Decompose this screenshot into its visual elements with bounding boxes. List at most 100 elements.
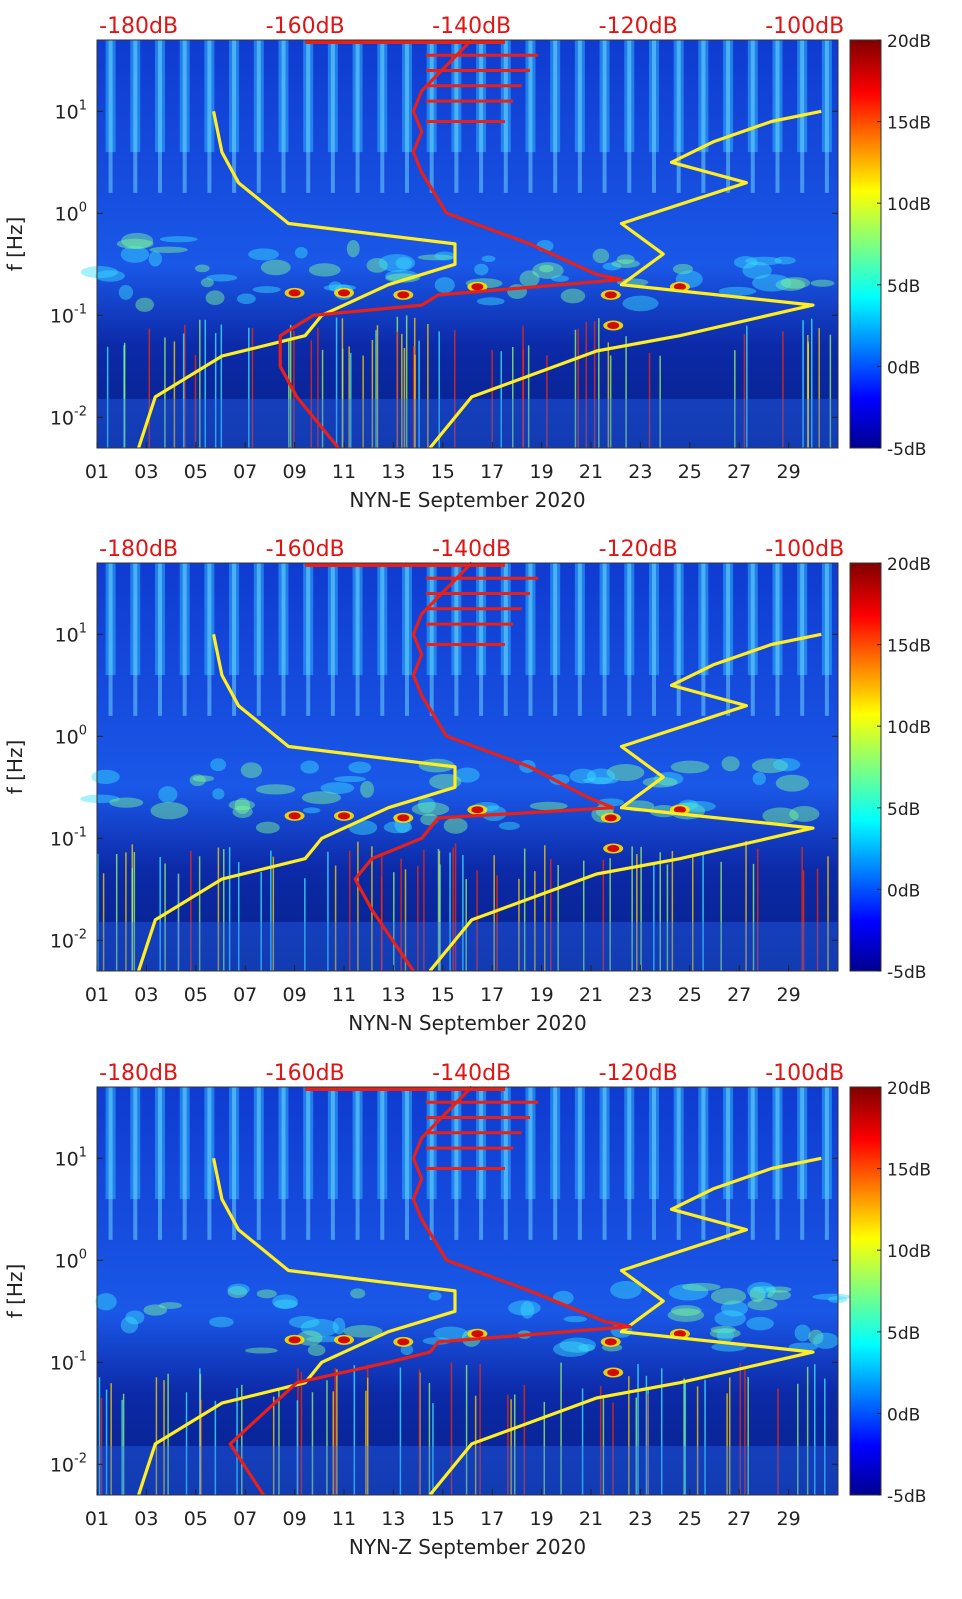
panel-nyn-n: 10-2 10-1 100 101 01 03 05 07 09 11 13 15 17 19 21 23 25… [3,537,931,1035]
transient-spike [818,328,820,448]
y-tick-label: 100 [55,200,87,225]
stripe-core [479,40,484,193]
transient-spike [348,346,350,448]
transient-spike [375,330,377,448]
stripe-core [182,1087,187,1240]
microseism-patch [751,758,789,774]
transient-spike [399,1367,402,1495]
transient-spike [190,850,192,971]
transient-spike [334,1367,336,1495]
stripe-core [108,40,113,193]
stripe-core [775,1087,780,1240]
transient-spike [115,853,118,971]
transient-spike [248,327,250,448]
transient-spike [336,1369,338,1495]
stripe-core [627,1087,632,1240]
stripe [821,563,832,676]
stripe [130,1087,141,1200]
microseism-patch [260,259,291,276]
transient-spike [734,350,736,448]
microseism-patch [611,259,640,268]
microseism-patch [125,1310,145,1325]
transient-spike [198,856,201,971]
transient-spike [602,1397,605,1495]
microseism-hotspot-core [288,812,301,820]
stripe-core [207,1087,212,1240]
stripe [476,40,487,153]
microseism-patch [592,248,610,264]
stripe [352,40,363,153]
colorbar-tick-label: 20dB [887,1079,931,1099]
stripe [821,1087,832,1200]
x-tick-label: 17 [480,461,504,483]
stripe [797,563,808,676]
microseism-hotspot-core [673,283,686,291]
stripe-core [133,40,138,193]
transient-spike [636,854,638,971]
stripe [130,563,141,676]
stripe-core [627,563,632,716]
stripe-core [133,1087,138,1240]
stripe [426,40,437,153]
x-tick-label: 05 [184,461,208,483]
transient-spike [403,348,406,448]
stripe-core [454,1087,459,1240]
transient-spike [811,318,813,448]
microseism-patch [569,768,597,784]
y-tick-label: 10-2 [50,404,87,429]
colorbar-tick-label: -5dB [887,440,926,460]
x-tick-label: 01 [85,461,109,483]
transient-spike [507,1394,509,1495]
x-tick-label: 13 [381,1508,405,1530]
transient-spike [122,1393,125,1495]
transient-spike [321,349,324,448]
transient-spike [647,1393,649,1495]
microseism-patch [378,254,416,272]
microseism-patch [752,274,792,292]
microseism-patch [529,801,568,811]
stripe [574,40,585,153]
microseism-patch [742,261,772,280]
microseism-patch [200,278,214,288]
stripe-core [404,40,409,193]
microseism-patch [481,255,496,263]
microseism-patch [749,1286,766,1303]
red-median-psd-line [353,561,615,972]
stripe-core [330,1087,335,1240]
transient-spike [350,352,352,448]
transient-spike [371,339,374,448]
x-tick-label: 13 [381,984,405,1006]
stripe [723,40,734,153]
microseism-patch [602,262,622,271]
low-frequency-spikes [98,1362,826,1495]
stripe [772,40,783,153]
stripe [327,1087,338,1200]
stripe [352,563,363,676]
stripe-core [256,563,261,716]
colorbar-tick-label: 20dB [887,555,931,575]
stripe [229,563,240,676]
microseism-patch [616,254,635,265]
microseism-patch [560,288,586,304]
x-axis-label: NYN-N September 2020 [348,1011,586,1035]
panel-nyn-z: 10-2 10-1 100 101 01 03 05 07 09 11 13 15 17 19 21 23 25… [3,1061,931,1559]
x-tick-label: 21 [579,1508,603,1530]
transient-spike [110,1383,112,1495]
microseism-patch [476,297,505,306]
stripe [574,563,585,676]
transient-spike [106,346,109,448]
psd-db-label: -180dB [99,1061,178,1086]
transient-spike [199,1368,201,1495]
stripe [278,40,289,153]
x-tick-label: 15 [431,1508,455,1530]
stripe-core [577,1087,582,1240]
stripe [278,563,289,676]
microseism-patch [773,758,801,772]
stripe-core [479,563,484,716]
stripe [154,1087,165,1200]
panel-nyn-e: 10-2 10-1 100 101 01 03 05 07 09 11 13 15 17 19 21 23 25… [3,14,931,512]
psd-db-label: -180dB [99,537,178,562]
psd-db-label: -140dB [432,537,511,562]
transient-spike [217,847,220,971]
